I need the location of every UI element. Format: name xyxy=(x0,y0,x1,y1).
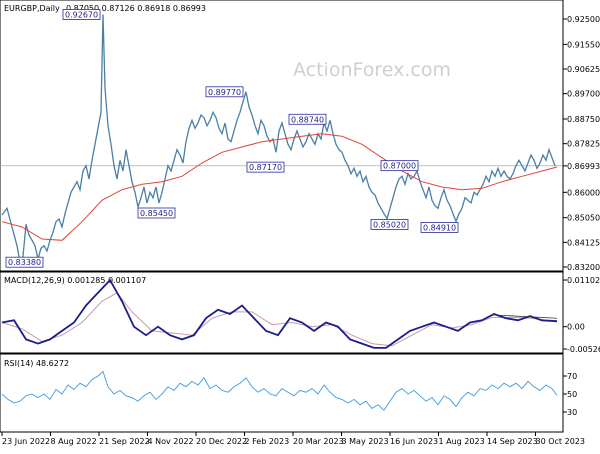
price-y-tick-label: 0.91550 xyxy=(567,40,600,49)
time-axis-label: 30 Oct 2023 xyxy=(536,437,585,446)
rsi-y-tick-label: 70 xyxy=(567,372,577,381)
price-callouts: 0.83380 0.92670 0.85450 0.89770 0.87170 0.887… xyxy=(5,9,459,268)
price-y-tick-label: 0.92500 xyxy=(567,15,600,24)
price-y-tick-label: 0.88750 xyxy=(567,115,600,124)
price-callout-box xyxy=(246,161,285,173)
price-y-axis: 0.92500 0.91550 0.90625 0.89700 0.88750 0.878… xyxy=(0,15,600,272)
time-axis-label: 21 Sep 2022 xyxy=(99,437,150,446)
price-callout-label: 0.87170 xyxy=(249,163,282,172)
time-axis-label: 23 Jun 2022 xyxy=(2,437,50,446)
macd-y-axis: 0.011027 0.00 -0.005267 xyxy=(563,276,600,354)
watermark: ActionForex.com xyxy=(293,59,451,81)
price-callout-label: 0.85020 xyxy=(373,220,406,229)
price-line xyxy=(1,14,556,265)
price-callout-label: 0.92670 xyxy=(65,10,98,19)
rsi-y-tick-label: 50 xyxy=(567,390,577,399)
macd-panel-frame xyxy=(0,271,564,354)
macd-y-tick-label: 0.00 xyxy=(567,323,585,332)
price-header-ohlc: 0.87050 0.87126 0.86918 0.86993 xyxy=(66,4,206,13)
price-callout-box xyxy=(288,113,327,125)
price-callout-label: 0.88740 xyxy=(291,115,324,124)
rsi-series xyxy=(1,370,558,411)
price-y-tick-label: 0.89700 xyxy=(567,90,600,99)
price-y-tick-label: 0.85050 xyxy=(567,214,600,223)
price-panel: EURGBP,Daily 0.87050 0.87126 0.86918 0.8… xyxy=(0,0,600,272)
moving-average-line xyxy=(1,133,558,241)
price-callout-label: 0.85450 xyxy=(140,209,173,218)
macd-signal-line xyxy=(1,292,558,347)
rsi-y-axis: 70 50 30 xyxy=(563,372,577,417)
time-axis-label: 16 Jun 2023 xyxy=(390,437,438,446)
price-callout-box xyxy=(205,86,244,98)
rsi-y-tick-label: 30 xyxy=(567,408,577,417)
price-callout-box xyxy=(62,9,101,20)
current-price-label: 0.86993 xyxy=(567,162,600,171)
price-callout-box xyxy=(420,221,459,233)
price-callout-box xyxy=(5,256,44,268)
price-y-tick-label: 0.83200 xyxy=(567,263,600,272)
macd-trend-line xyxy=(491,314,558,319)
price-callout-box xyxy=(370,219,409,230)
macd-panel: MACD(12,26,9) 0.001285 0.001107 0.011027… xyxy=(0,271,600,354)
time-axis-label: 3 May 2023 xyxy=(342,437,389,446)
time-axis-label: 20 Dec 2022 xyxy=(196,437,247,446)
macd-y-tick-label: 0.011027 xyxy=(567,276,600,285)
price-callout-label: 0.83380 xyxy=(8,258,41,267)
price-callout-box xyxy=(380,160,419,172)
rsi-header: RSI(14) 48.6272 xyxy=(4,359,69,368)
rsi-panel: RSI(14) 48.6272 70 50 30 xyxy=(0,353,577,433)
price-panel-frame xyxy=(0,0,564,272)
price-callout-label: 0.87000 xyxy=(383,162,416,171)
rsi-line xyxy=(1,370,558,411)
time-axis-label: 4 Nov 2022 xyxy=(148,437,194,446)
price-callout-label: 0.84910 xyxy=(423,223,456,232)
price-y-tick-label: 0.86000 xyxy=(567,188,600,197)
price-y-tick-label: 0.90625 xyxy=(567,65,600,74)
price-y-tick-label: 0.84125 xyxy=(567,238,600,247)
price-y-tick-label: 0.87825 xyxy=(567,140,600,149)
macd-line xyxy=(1,278,558,349)
price-series xyxy=(1,14,558,265)
time-axis-label: 20 Mar 2023 xyxy=(293,437,344,446)
time-axis-label: 1 Aug 2023 xyxy=(439,437,485,446)
price-header-symbol: EURGBP,Daily xyxy=(4,4,60,13)
macd-series xyxy=(1,278,558,349)
time-axis-label: 8 Aug 2022 xyxy=(51,437,97,446)
time-axis-label: 2 Feb 2023 xyxy=(245,437,290,446)
macd-y-tick-label: -0.005267 xyxy=(567,345,600,354)
price-callout-box xyxy=(137,207,176,219)
price-callout-label: 0.89770 xyxy=(208,88,241,97)
macd-header: MACD(12,26,9) 0.001285 0.001107 xyxy=(4,276,146,285)
rsi-panel-frame xyxy=(0,353,564,433)
time-axis-label: 14 Sep 2023 xyxy=(487,437,538,446)
